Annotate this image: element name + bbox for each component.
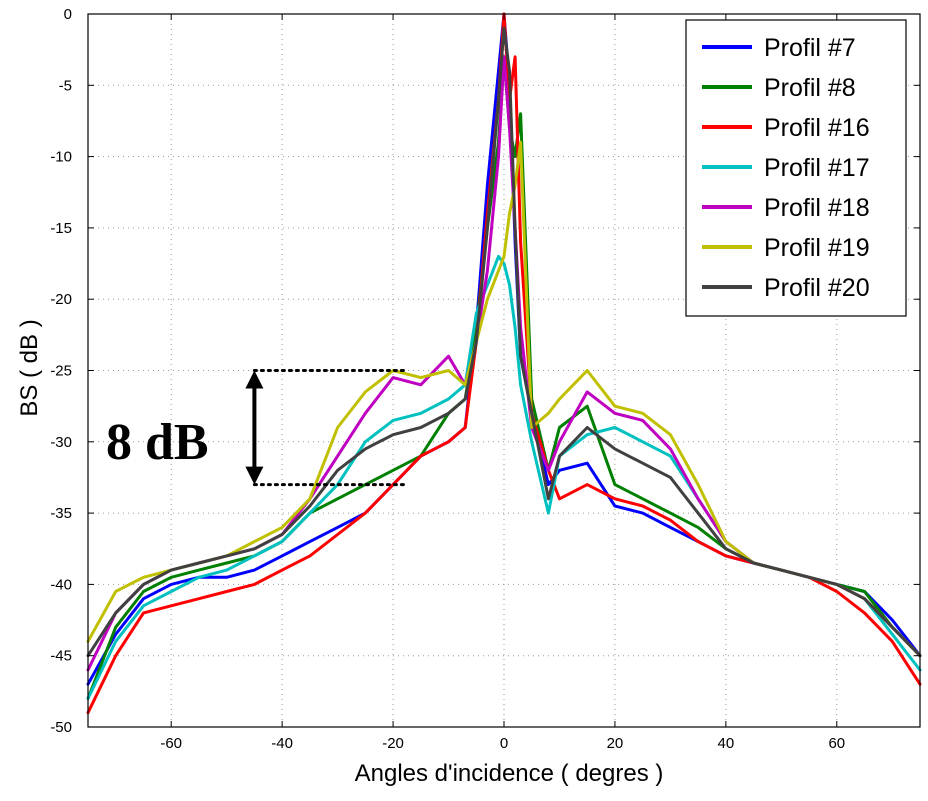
y-axis-label: BS ( dB ): [16, 319, 43, 416]
y-tick-label: 0: [64, 6, 72, 23]
x-tick-label: 0: [500, 735, 508, 752]
legend-label-5: Profil #18: [764, 194, 870, 222]
legend-label-6: Profil #19: [764, 234, 870, 262]
y-tick-label: -20: [50, 291, 72, 308]
y-tick-label: -40: [50, 576, 72, 593]
y-tick-label: -15: [50, 220, 72, 237]
x-tick-label: -20: [382, 735, 404, 752]
dB-annotation: 8 dB: [106, 369, 406, 487]
x-tick-label: -40: [271, 735, 293, 752]
y-tick-label: -5: [59, 77, 72, 94]
y-tick-label: -35: [50, 505, 72, 522]
series-lines: [86, 12, 922, 715]
legend-label-7: Profil #20: [764, 274, 870, 302]
legend-label-4: Profil #17: [764, 154, 870, 182]
x-axis-label: Angles d'incidence ( degres ): [355, 760, 664, 787]
y-tick-label: -50: [50, 719, 72, 736]
y-tick-label: -45: [50, 648, 72, 665]
series-line-7: [86, 26, 922, 658]
annotation-arrow-head-down: [245, 466, 264, 485]
y-tick-label: -30: [50, 434, 72, 451]
legend-label-3: Profil #16: [764, 114, 870, 142]
legend-label-2: Profil #8: [764, 74, 856, 102]
axis-ticks: -60 -40 -20 0 20 40 60 0 -5 -10 -15 -20 -25 -30 -35 -40…: [50, 6, 920, 752]
legend: Profil #7 Profil #8 Profil #16 Profil #17 Pr…: [685, 19, 907, 317]
x-tick-label: 60: [828, 735, 845, 752]
legend-label-1: Profil #7: [764, 34, 856, 62]
annotation-arrow-head-up: [245, 370, 264, 389]
x-tick-label: 40: [718, 735, 735, 752]
x-tick-label: 20: [607, 735, 624, 752]
y-tick-label: -25: [50, 363, 72, 380]
x-tick-label: -60: [160, 735, 182, 752]
y-tick-label: -10: [50, 149, 72, 166]
annotation-label: 8 dB: [106, 414, 209, 471]
